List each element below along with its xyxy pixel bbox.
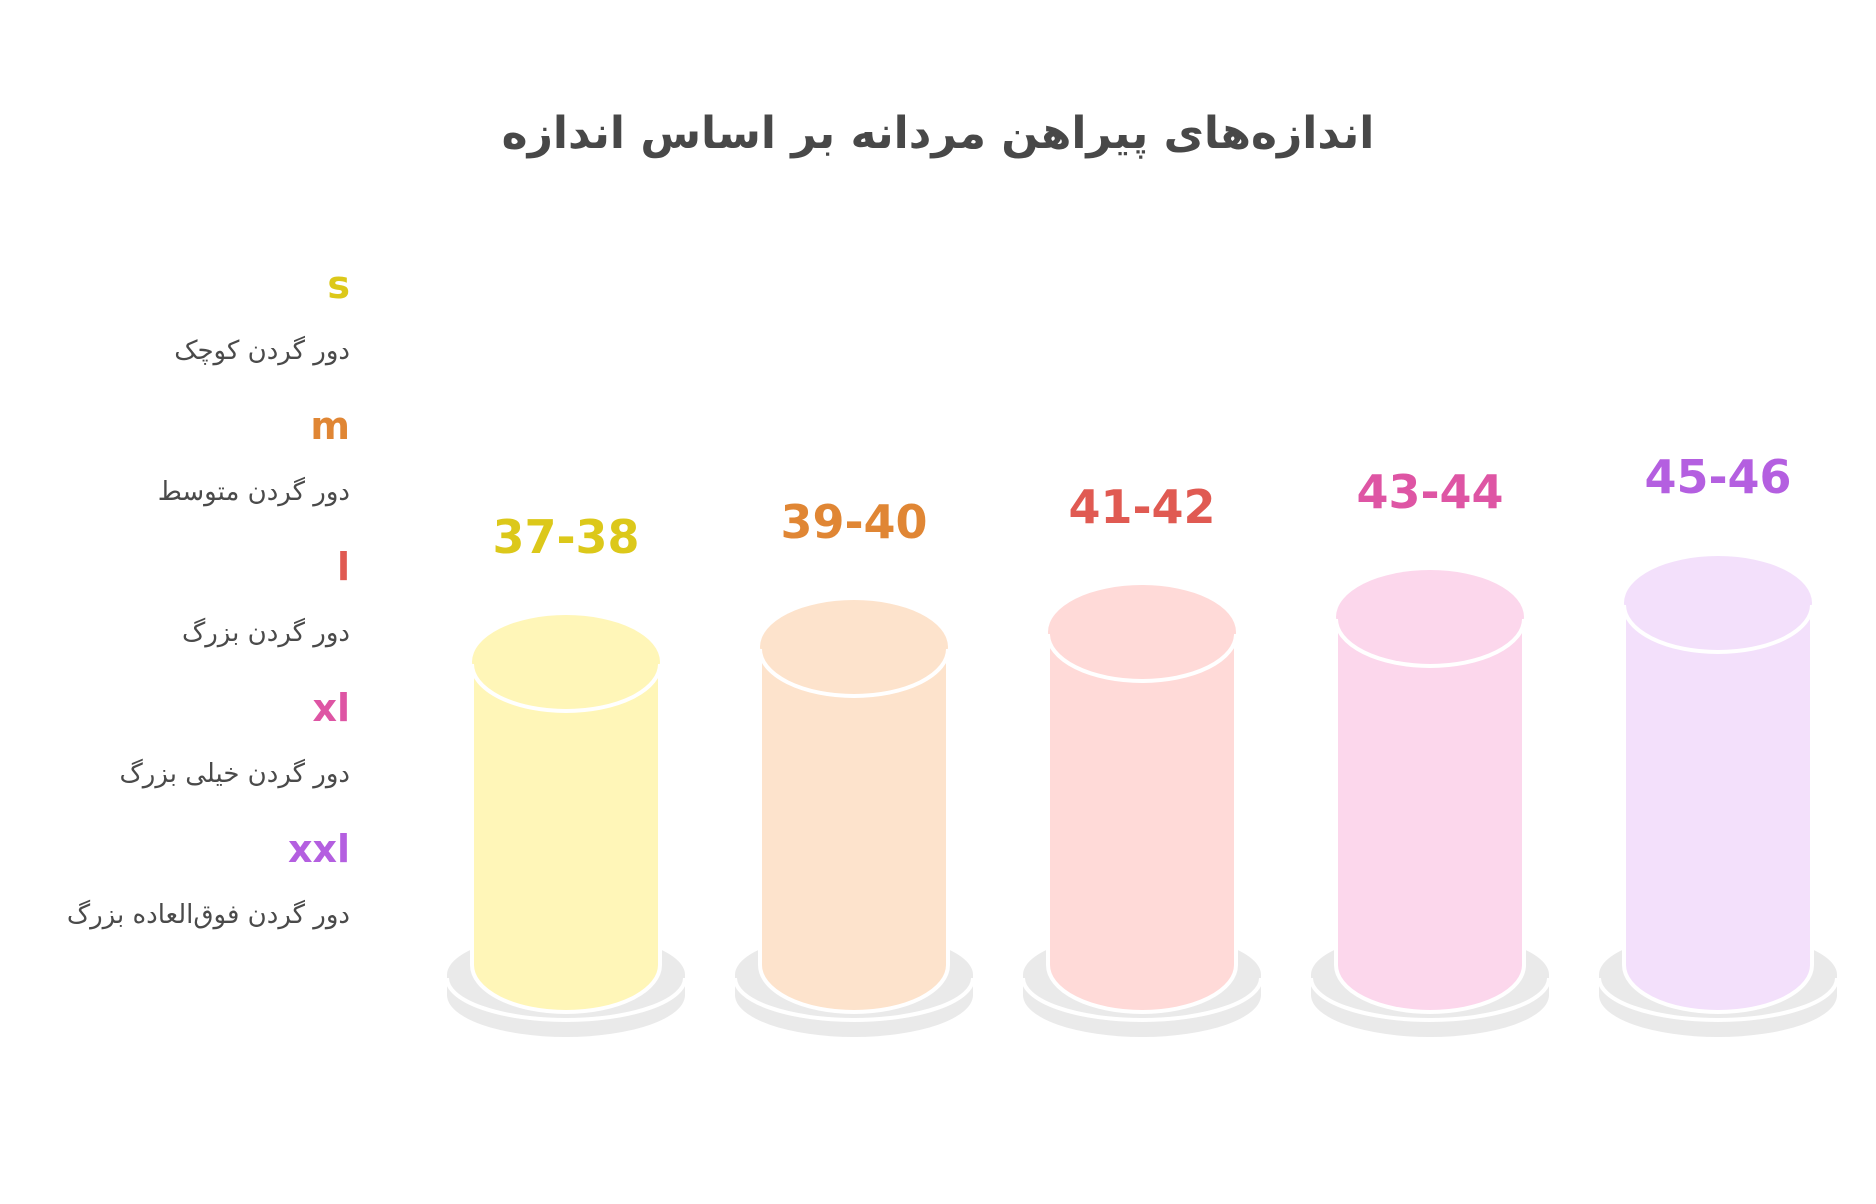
- legend-description: دور گردن بزرگ: [181, 618, 350, 648]
- legend-description: دور گردن خیلی بزرگ: [119, 759, 350, 789]
- cylinder-body: [758, 645, 950, 1014]
- legend-item-s: S دور گردن کوچک: [0, 262, 350, 368]
- cylinder-top: [1048, 585, 1236, 679]
- value-label: 41-42: [1068, 480, 1215, 534]
- legend-item-xxl: XXL دور گردن فوق‌العاده بزرگ: [0, 826, 350, 932]
- legend-item-m: M دور گردن متوسط: [0, 403, 350, 509]
- cylinder-body: [1622, 601, 1814, 1014]
- legend-description: دور گردن فوق‌العاده بزرگ: [66, 900, 350, 930]
- value-label: 39-40: [780, 495, 927, 549]
- legend-item-l: L دور گردن بزرگ: [0, 544, 350, 650]
- value-label: 37-38: [492, 510, 639, 564]
- value-label: 43-44: [1356, 465, 1503, 519]
- legend-code: XXL: [287, 827, 350, 871]
- legend-code: L: [336, 545, 350, 589]
- cylinder-bar-s: 37-38: [445, 510, 687, 1037]
- legend-code: M: [310, 404, 350, 448]
- chart-title: اندازه‌های پیراهن مردانه بر اساس اندازه: [501, 108, 1375, 159]
- cylinder-top: [472, 615, 660, 709]
- cylinder-bar-xxl: 45-46: [1597, 450, 1839, 1037]
- cylinder-bar-l: 41-42: [1021, 480, 1263, 1037]
- legend-item-xl: XL دور گردن خیلی بزرگ: [0, 685, 350, 791]
- cylinder-bar-xl: 43-44: [1309, 465, 1551, 1037]
- legend-code: XL: [312, 686, 350, 730]
- cylinder-top: [760, 600, 948, 694]
- value-label: 45-46: [1644, 450, 1791, 504]
- cylinder-body: [1046, 630, 1238, 1014]
- cylinder-body: [470, 660, 662, 1014]
- cylinder-top: [1624, 556, 1812, 650]
- cylinder-top: [1336, 570, 1524, 664]
- cylinder-bar-m: 39-40: [733, 495, 975, 1037]
- legend-description: دور گردن متوسط: [157, 477, 350, 507]
- cylinder-body: [1334, 615, 1526, 1014]
- legend-description: دور گردن کوچک: [174, 336, 350, 366]
- legend-code: S: [327, 263, 350, 307]
